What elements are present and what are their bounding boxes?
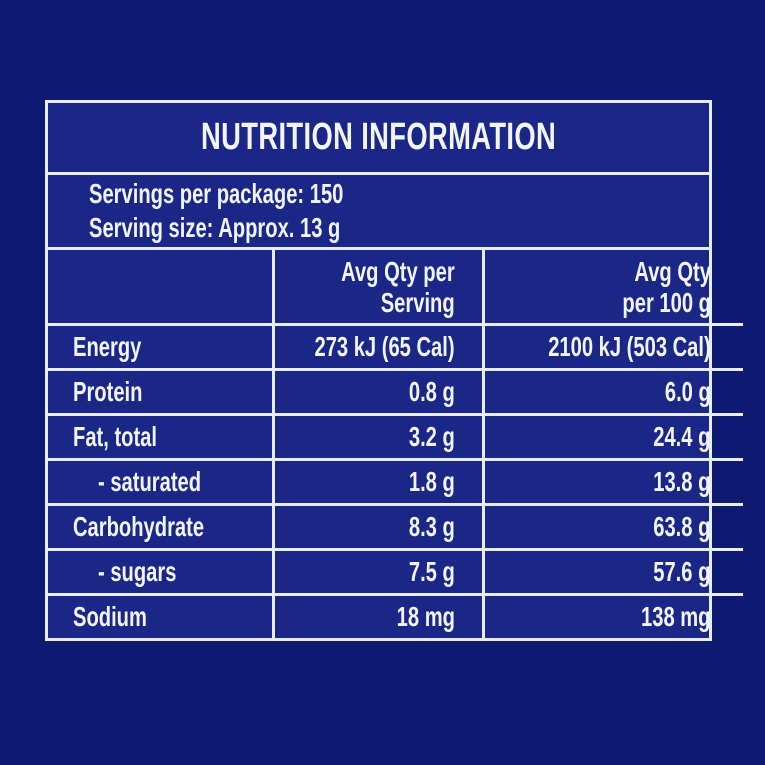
value-per-100g: 63.8 g [482, 503, 743, 548]
value-per-serving: 273 kJ (65 Cal) [272, 323, 482, 368]
nutrient-label: - saturated [48, 458, 272, 503]
header-col-per-100g: Avg Qty per 100 g [482, 250, 743, 323]
value-per-serving: 0.8 g [272, 368, 482, 413]
header-per-100g-text: Avg Qty per 100 g [622, 255, 711, 318]
header-col-per-serving: Avg Qty per Serving [272, 250, 482, 323]
nutrient-label: - sugars [48, 548, 272, 593]
value-per-serving: 8.3 g [272, 503, 482, 548]
panel-title: NUTRITION INFORMATION [200, 116, 557, 158]
nutrition-table: Avg Qty per Serving Avg Qty per 100 g En… [48, 250, 743, 638]
nutrient-label: Protein [48, 368, 272, 413]
nutrient-label: Fat, total [48, 413, 272, 458]
nutrient-label: Carbohydrate [48, 503, 272, 548]
value-per-100g: 2100 kJ (503 Cal) [482, 323, 743, 368]
value-per-100g: 24.4 g [482, 413, 743, 458]
value-per-100g: 6.0 g [482, 368, 743, 413]
nutrition-panel: NUTRITION INFORMATION Servings per packa… [45, 100, 743, 641]
servings-per-package-line: Servings per package: 150 [89, 178, 344, 209]
header-per-serving-text: Avg Qty per Serving [341, 255, 455, 318]
value-per-100g: 57.6 g [482, 548, 743, 593]
value-per-serving: 1.8 g [272, 458, 482, 503]
servings-section: Servings per package: 150 Serving size: … [48, 175, 709, 250]
value-per-100g: 13.8 g [482, 458, 743, 503]
value-per-100g: 138 mg [482, 593, 743, 638]
nutrient-label: Energy [48, 323, 272, 368]
header-blank-cell [48, 250, 272, 323]
value-per-serving: 7.5 g [272, 548, 482, 593]
serving-size-line: Serving size: Approx. 13 g [89, 212, 341, 243]
value-per-serving: 18 mg [272, 593, 482, 638]
nutrient-label: Sodium [48, 593, 272, 638]
panel-title-row: NUTRITION INFORMATION [48, 103, 709, 175]
value-per-serving: 3.2 g [272, 413, 482, 458]
